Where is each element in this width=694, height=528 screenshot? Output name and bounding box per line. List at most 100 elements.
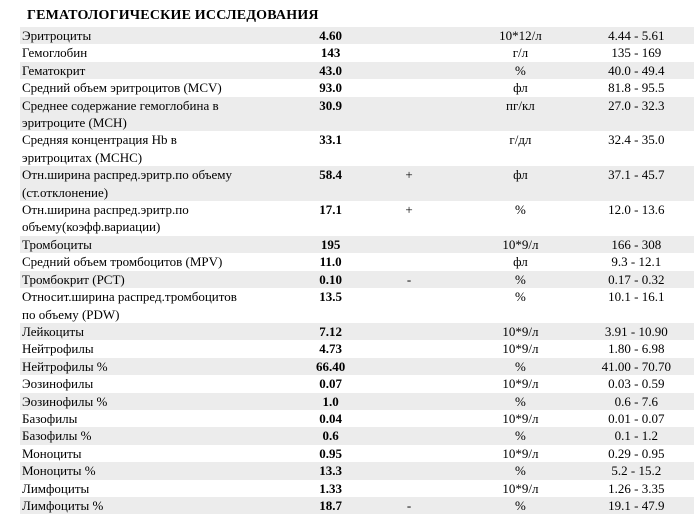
- test-name: Гематокрит: [20, 61, 306, 80]
- reference-range: 4.44 - 5.61: [578, 27, 694, 45]
- flag: -: [355, 496, 463, 515]
- name-line: Относит.ширина распред.тромбоцитов: [22, 289, 237, 305]
- result-value: 66.40: [305, 357, 356, 376]
- flag: [356, 410, 462, 427]
- unit: фл: [513, 80, 528, 96]
- reference-range: 41.00 - 70.70: [578, 357, 694, 376]
- result-value: 1.33: [319, 480, 343, 496]
- test-name: Среднее содержание гемоглобина в эритроци…: [20, 96, 306, 132]
- test-name: Эозинофилы %: [20, 392, 306, 410]
- result-row: Тромбоциты 195 10*9/л 166 - 308: [20, 235, 694, 254]
- reference-range: 10.1 - 16.1: [608, 289, 665, 305]
- name-line: Средний объем тромбоцитов (MPV): [22, 254, 223, 270]
- name-line: Эозинофилы %: [22, 393, 108, 409]
- flag: +: [355, 166, 463, 202]
- test-name: Отн.ширина распред.эритр.по объему(коэфф.…: [20, 201, 305, 236]
- unit: 10*12/л: [462, 27, 579, 45]
- reference-range: 3.91 - 10.90: [578, 322, 694, 341]
- result-row: Моноциты % 13.3% 5.2 - 15.2: [20, 462, 694, 480]
- result-row: Лимфоциты % 18.7-% 19.1 - 47.9: [20, 496, 694, 515]
- unit: 10*9/л: [502, 341, 539, 357]
- reference-range: 5.2 - 15.2: [578, 462, 694, 480]
- test-name: Эозинофилы: [20, 375, 305, 392]
- name-line: по объему (PDW): [22, 306, 120, 322]
- unit: г/л: [512, 45, 529, 61]
- result-row: Нейтрофилы 4.73 10*9/л 1.80 - 6.98: [20, 340, 694, 357]
- name-line: Моноциты: [22, 445, 82, 461]
- test-name: Относит.ширина распред.тромбоцитов по объ…: [20, 288, 305, 323]
- test-name: Базофилы: [20, 410, 305, 427]
- test-name: Лимфоциты: [20, 480, 305, 497]
- name-line: Эритроциты: [22, 28, 92, 43]
- result-row: Эозинофилы 0.07 10*9/л 0.03 - 0.59: [20, 375, 694, 392]
- unit: %: [514, 202, 526, 218]
- reference-range: 0.29 - 0.95: [608, 445, 665, 461]
- unit: фл: [513, 254, 528, 270]
- unit: 10*9/л: [462, 235, 579, 254]
- reference-range: 37.1 - 45.7: [578, 166, 694, 202]
- unit: 10*9/л: [462, 322, 579, 341]
- test-name: Базофилы %: [20, 427, 306, 445]
- unit: г/дл: [509, 132, 532, 148]
- result-value: 0.07: [319, 376, 343, 392]
- result-value: 33.1: [319, 132, 343, 148]
- test-name: Моноциты: [20, 445, 305, 462]
- result-row: Отн.ширина распред.эритр.по объему (ст.от…: [20, 166, 694, 202]
- reference-range: 0.03 - 0.59: [608, 376, 665, 392]
- name-line: эритроците (MCH): [22, 115, 127, 131]
- result-value: 13.5: [319, 289, 343, 305]
- reference-range: 40.0 - 49.4: [578, 61, 694, 80]
- test-name: Средний объем тромбоцитов (MPV): [20, 253, 305, 270]
- name-line: Гематокрит: [22, 62, 86, 78]
- result-value: 58.4: [305, 166, 356, 202]
- result-row: Тромбокрит (PCT) 0.10-% 0.17 - 0.32: [20, 270, 694, 289]
- test-name: Отн.ширина распред.эритр.по объему (ст.от…: [20, 166, 306, 202]
- test-name: Моноциты %: [20, 462, 306, 480]
- test-name: Тромбокрит (PCT): [20, 270, 306, 289]
- flag: [356, 253, 462, 270]
- unit: %: [462, 270, 579, 289]
- reference-range: 9.3 - 12.1: [611, 254, 662, 270]
- reference-range: 19.1 - 47.9: [578, 496, 694, 515]
- result-value: 4.73: [319, 341, 343, 357]
- result-value: 143: [320, 45, 341, 61]
- result-row: Лимфоциты 1.33 10*9/л 1.26 - 3.35: [20, 480, 694, 497]
- name-line: (ст.отклонение): [22, 184, 109, 200]
- result-row: Среднее содержание гемоглобина в эритроци…: [20, 96, 694, 132]
- name-line: Базофилы: [22, 410, 78, 426]
- unit: %: [462, 357, 579, 376]
- unit: %: [462, 61, 579, 80]
- result-value: 43.0: [305, 61, 356, 80]
- unit: 10*9/л: [502, 480, 539, 496]
- result-value: 0.95: [319, 445, 343, 461]
- name-line: Эозинофилы: [22, 376, 94, 392]
- reference-range: 81.8 - 95.5: [608, 80, 665, 96]
- flag: [356, 79, 462, 96]
- test-name: Лейкоциты: [20, 322, 306, 341]
- unit: фл: [462, 166, 579, 202]
- name-line: Отн.ширина распред.эритр.по: [22, 202, 189, 218]
- result-value: 1.0: [305, 392, 356, 410]
- unit: 10*9/л: [502, 445, 539, 461]
- name-line: Лейкоциты: [22, 323, 84, 339]
- title: ГЕМАТОЛОГИЧЕСКИЕ ИССЛЕДОВАНИЯ: [27, 8, 319, 23]
- reference-range: 0.1 - 1.2: [578, 427, 694, 445]
- reference-range: 12.0 - 13.6: [608, 202, 665, 218]
- name-line: Нейтрофилы %: [22, 358, 108, 374]
- name-line: Средний объем эритроцитов (MCV): [22, 80, 222, 96]
- result-value: 30.9: [305, 96, 356, 132]
- result-row: Моноциты 0.95 10*9/л 0.29 - 0.95: [20, 445, 694, 462]
- result-row: Относит.ширина распред.тромбоцитов по объ…: [20, 288, 694, 323]
- flag: [356, 44, 462, 61]
- name-line: Моноциты %: [22, 463, 96, 479]
- result-row: Эозинофилы % 1.0% 0.6 - 7.6: [20, 392, 694, 410]
- name-line: Тромбоциты: [22, 236, 92, 252]
- flag: [355, 61, 463, 80]
- result-row: Лейкоциты 7.12 10*9/л 3.91 - 10.90: [20, 322, 694, 341]
- result-value: 18.7: [305, 496, 356, 515]
- result-row: Гематокрит 43.0% 40.0 - 49.4: [20, 61, 694, 80]
- reference-range: 0.01 - 0.07: [608, 410, 665, 426]
- reference-range: 32.4 - 35.0: [608, 132, 665, 148]
- flag: -: [355, 270, 463, 289]
